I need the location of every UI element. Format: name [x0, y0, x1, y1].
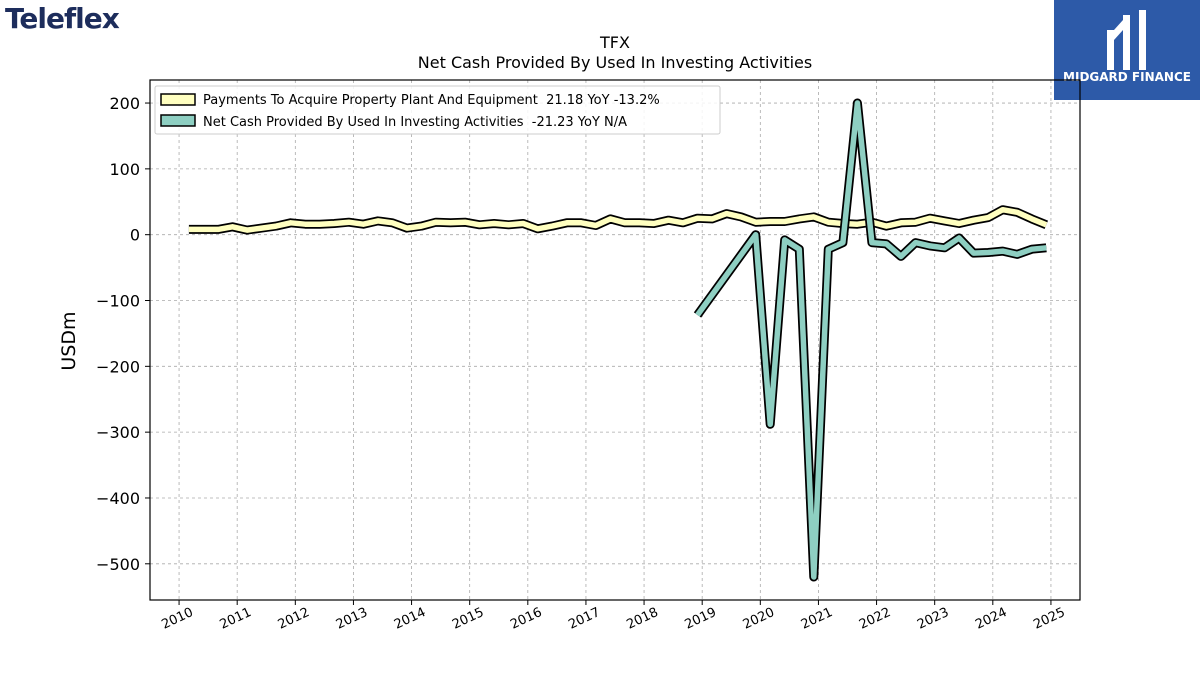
- x-tick-label: 2010: [159, 605, 195, 633]
- x-tick-label: 2015: [450, 605, 486, 633]
- legend-label-payments: Payments To Acquire Property Plant And E…: [203, 93, 660, 108]
- y-tick-label: 0: [130, 226, 140, 245]
- ticks: 200 100 0 −100 −200 −300 −400 −500 2010 2011 2012 2…: [96, 94, 1068, 633]
- legend-swatch-net-cash: [160, 114, 196, 127]
- grid: [150, 80, 1080, 600]
- y-tick-label: −200: [96, 357, 140, 376]
- x-tick-label: 2025: [1031, 605, 1067, 633]
- x-tick-label: 2017: [566, 605, 602, 633]
- legend: Payments To Acquire Property Plant And E…: [154, 85, 721, 135]
- x-tick-label: 2022: [857, 605, 893, 633]
- legend-swatch-payments: [160, 93, 196, 106]
- x-tick-label: 2023: [915, 605, 951, 633]
- y-tick-label: −500: [96, 555, 140, 574]
- y-tick-label: −400: [96, 489, 140, 508]
- x-tick-label: 2011: [218, 605, 254, 633]
- legend-label-net-cash: Net Cash Provided By Used In Investing A…: [203, 115, 627, 130]
- x-tick-label: 2012: [276, 605, 312, 633]
- x-tick-label: 2016: [508, 605, 544, 633]
- x-tick-label: 2014: [392, 605, 428, 633]
- midgard-finance-text: MIDGARD FINANCE: [1063, 70, 1191, 84]
- y-tick-label: 200: [109, 94, 140, 113]
- series-line-net-cash-outline: [693, 98, 1047, 582]
- y-tick-label: 100: [109, 160, 140, 179]
- plot-frame: [149, 79, 1081, 601]
- series-line-payments: [188, 206, 1048, 233]
- y-axis-label: USDm: [58, 311, 80, 370]
- x-tick-label: 2024: [973, 605, 1009, 633]
- x-tick-label: 2021: [799, 605, 835, 633]
- x-tick-label: 2018: [624, 605, 660, 633]
- chart-subtitle: Net Cash Provided By Used In Investing A…: [418, 53, 812, 72]
- series-line-net-cash: [695, 100, 1047, 580]
- y-tick-label: −300: [96, 423, 140, 442]
- y-tick-label: −100: [96, 292, 140, 311]
- x-tick-label: 2019: [683, 605, 719, 633]
- midgard-mark-icon: [1107, 10, 1146, 70]
- chart-title: TFX: [599, 33, 630, 52]
- midgard-finance-logo: MIDGARD FINANCE: [1054, 0, 1200, 100]
- x-tick-label: 2020: [741, 605, 777, 633]
- series-layer: [188, 98, 1048, 582]
- x-tick-label: 2013: [334, 605, 370, 633]
- teleflex-logo: Teleflex: [5, 2, 120, 35]
- legend-frame: [154, 85, 721, 135]
